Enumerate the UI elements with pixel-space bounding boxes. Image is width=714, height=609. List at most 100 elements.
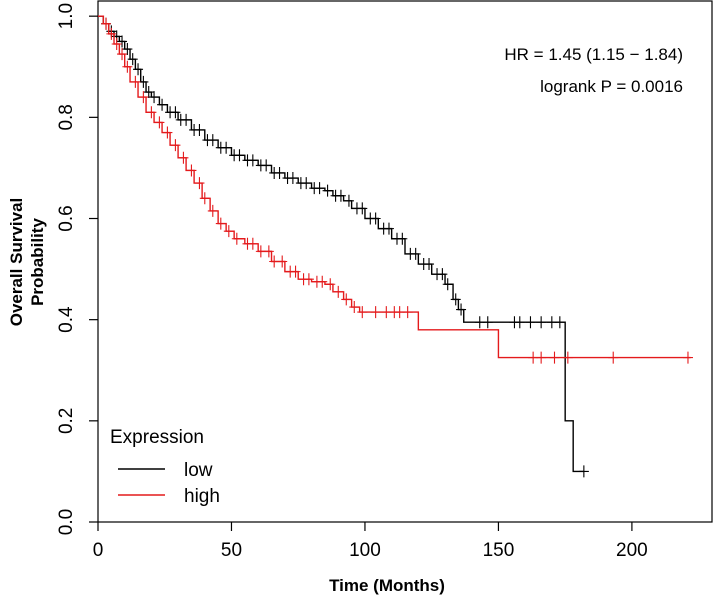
censor-mark-low bbox=[170, 106, 181, 119]
censor-mark-high bbox=[130, 75, 141, 88]
series-low bbox=[98, 15, 589, 478]
x-tick-label: 100 bbox=[349, 540, 381, 561]
censor-mark-low bbox=[274, 166, 285, 179]
censor-mark-low bbox=[578, 465, 589, 478]
censor-mark-low bbox=[122, 43, 133, 56]
censor-mark-low bbox=[143, 86, 154, 99]
censor-mark-low bbox=[410, 247, 421, 260]
censor-mark-high bbox=[277, 255, 288, 268]
legend-label-high: high bbox=[184, 486, 220, 507]
censor-mark-high bbox=[178, 151, 189, 164]
series-line-low bbox=[98, 15, 584, 473]
censor-mark-high bbox=[117, 48, 128, 61]
censor-mark-low bbox=[247, 154, 258, 167]
logrank-p-annotation: logrank P = 0.0016 bbox=[540, 77, 683, 96]
censor-mark-high bbox=[536, 351, 547, 364]
censor-mark-high bbox=[562, 351, 573, 364]
censor-mark-low bbox=[322, 184, 333, 197]
censor-mark-high bbox=[215, 217, 226, 230]
censor-mark-low bbox=[287, 172, 298, 185]
x-tick-label: 200 bbox=[616, 540, 648, 561]
y-tick-label: 0.2 bbox=[56, 408, 77, 434]
censor-mark-high bbox=[101, 17, 112, 30]
censor-mark-low bbox=[357, 202, 368, 215]
x-tick-label: 150 bbox=[483, 540, 515, 561]
censor-mark-high bbox=[349, 301, 360, 314]
censor-mark-low bbox=[514, 316, 525, 329]
censor-mark-high bbox=[122, 60, 133, 73]
censor-mark-high bbox=[370, 306, 381, 319]
censor-mark-high bbox=[317, 275, 328, 288]
censor-mark-high bbox=[402, 306, 413, 319]
legend-label-low: low bbox=[184, 460, 213, 481]
censor-mark-high bbox=[199, 192, 210, 205]
censor-mark-low bbox=[437, 268, 448, 281]
censor-mark-low bbox=[536, 316, 547, 329]
hazard-ratio-annotation: HR = 1.45 (1.15 − 1.84) bbox=[504, 45, 683, 64]
censor-mark-high bbox=[303, 273, 314, 286]
y-tick-label: 0.6 bbox=[56, 205, 77, 231]
series-layer bbox=[98, 15, 693, 478]
censor-mark-low bbox=[149, 91, 160, 104]
censor-mark-high bbox=[186, 164, 197, 177]
y-axis: 0.0 0.2 0.4 0.6 0.8 1.0 bbox=[56, 3, 98, 535]
censor-mark-low bbox=[370, 212, 381, 225]
x-tick-label: 0 bbox=[93, 540, 104, 561]
censor-mark-low bbox=[157, 98, 168, 111]
censor-mark-high bbox=[333, 285, 344, 298]
censor-mark-low bbox=[456, 303, 467, 316]
censor-mark-high bbox=[162, 126, 173, 139]
plot-frame bbox=[97, 0, 713, 523]
censor-mark-low bbox=[194, 123, 205, 136]
censor-mark-high bbox=[138, 91, 149, 104]
y-axis-title-line1: Overall Survival bbox=[7, 198, 26, 327]
censor-mark-high bbox=[106, 27, 117, 40]
censor-mark-high bbox=[170, 139, 181, 152]
censor-mark-high bbox=[146, 106, 157, 119]
censor-mark-low bbox=[424, 258, 435, 271]
censor-mark-low bbox=[221, 141, 232, 154]
censor-mark-high bbox=[608, 351, 619, 364]
x-tick-label: 50 bbox=[221, 540, 242, 561]
censor-mark-high bbox=[247, 237, 258, 250]
censor-mark-low bbox=[261, 159, 272, 172]
censor-mark-low bbox=[181, 113, 192, 126]
censor-mark-low bbox=[207, 134, 218, 147]
series-high bbox=[98, 15, 693, 364]
censor-mark-low bbox=[450, 293, 461, 306]
legend: Expression low high bbox=[110, 427, 220, 507]
censor-mark-low bbox=[314, 182, 325, 195]
y-axis-title: Overall Survival Probability bbox=[7, 198, 47, 327]
censor-mark-low bbox=[383, 222, 394, 235]
censor-mark-low bbox=[301, 177, 312, 190]
censor-mark-low bbox=[335, 189, 346, 202]
censor-mark-low bbox=[554, 316, 565, 329]
x-axis: 0 50 100 150 200 bbox=[93, 522, 648, 561]
censor-mark-low bbox=[234, 149, 245, 162]
y-tick-label: 0.0 bbox=[56, 509, 77, 535]
legend-title: Expression bbox=[110, 427, 204, 448]
censor-mark-low bbox=[442, 278, 453, 291]
censor-mark-low bbox=[127, 53, 138, 66]
censor-mark-high bbox=[223, 225, 234, 238]
y-axis-title-line2: Probability bbox=[28, 218, 47, 306]
censor-mark-high bbox=[207, 204, 218, 217]
censor-mark-low bbox=[482, 316, 493, 329]
censor-mark-low bbox=[133, 63, 144, 76]
censor-mark-high bbox=[341, 293, 352, 306]
censor-mark-high bbox=[263, 245, 274, 258]
censor-mark-low bbox=[343, 194, 354, 207]
censor-mark-high bbox=[357, 306, 368, 319]
censor-mark-low bbox=[525, 316, 536, 329]
y-tick-label: 0.8 bbox=[56, 104, 77, 130]
censor-mark-low bbox=[117, 35, 128, 48]
censor-mark-high bbox=[111, 37, 122, 50]
y-tick-label: 1.0 bbox=[56, 3, 77, 29]
censor-mark-high bbox=[290, 265, 301, 278]
x-axis-title: Time (Months) bbox=[329, 576, 445, 595]
censor-mark-high bbox=[231, 232, 242, 245]
censor-mark-high bbox=[682, 351, 693, 364]
y-tick-label: 0.4 bbox=[56, 306, 77, 333]
